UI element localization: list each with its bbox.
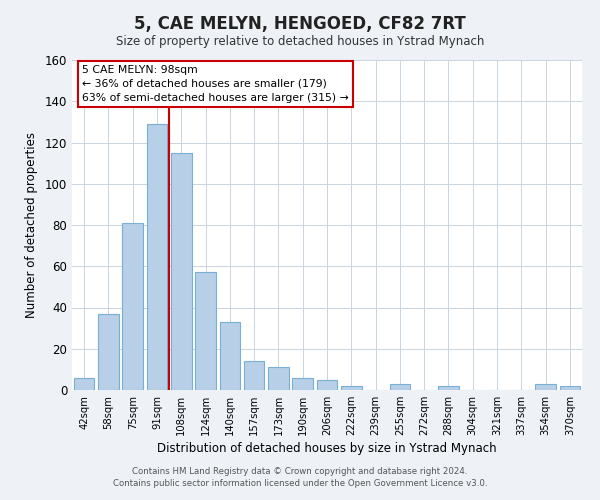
- Text: Size of property relative to detached houses in Ystrad Mynach: Size of property relative to detached ho…: [116, 35, 484, 48]
- Bar: [268, 368, 289, 390]
- Bar: [389, 384, 410, 390]
- Bar: [146, 124, 167, 390]
- Bar: [122, 223, 143, 390]
- X-axis label: Distribution of detached houses by size in Ystrad Mynach: Distribution of detached houses by size …: [157, 442, 497, 455]
- Bar: [292, 378, 313, 390]
- Bar: [560, 386, 580, 390]
- Bar: [438, 386, 459, 390]
- Y-axis label: Number of detached properties: Number of detached properties: [25, 132, 38, 318]
- Bar: [317, 380, 337, 390]
- Bar: [195, 272, 216, 390]
- Bar: [244, 361, 265, 390]
- Bar: [98, 314, 119, 390]
- Bar: [74, 378, 94, 390]
- Text: 5, CAE MELYN, HENGOED, CF82 7RT: 5, CAE MELYN, HENGOED, CF82 7RT: [134, 15, 466, 33]
- Text: 5 CAE MELYN: 98sqm
← 36% of detached houses are smaller (179)
63% of semi-detach: 5 CAE MELYN: 98sqm ← 36% of detached hou…: [82, 65, 349, 103]
- Text: Contains HM Land Registry data © Crown copyright and database right 2024.
Contai: Contains HM Land Registry data © Crown c…: [113, 466, 487, 487]
- Bar: [535, 384, 556, 390]
- Bar: [171, 153, 191, 390]
- Bar: [341, 386, 362, 390]
- Bar: [220, 322, 240, 390]
